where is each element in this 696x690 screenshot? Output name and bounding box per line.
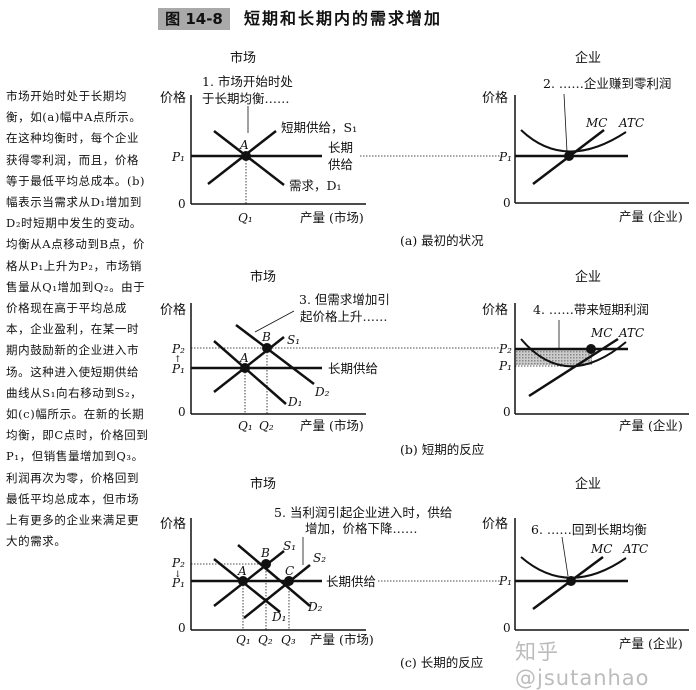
annotation-1: 1. 市场开始时处	[202, 74, 293, 89]
s2-label: S₂	[313, 551, 326, 565]
point-a-label: A	[239, 351, 249, 365]
q1-label: Q₁	[238, 419, 253, 433]
point-b-label: B	[260, 546, 270, 560]
annotation-3-cont: 起价格上升……	[300, 309, 388, 324]
p1-label: P₁	[498, 574, 512, 588]
d1-label: D₁	[287, 395, 302, 409]
panel-c-firm: 企业 价格 6. ……回到长期均衡 0 P₁ MC ATC 产量 (企业)	[482, 476, 689, 651]
annotation-2: 2. ……企业赚到零利润	[543, 76, 671, 91]
firm-title: 企业	[575, 50, 601, 66]
explanation-paragraph: 市场开始时处于长期均衡，如(a)幅中A点所示。在这种均衡时，每个企业获得零利润，…	[6, 89, 149, 549]
p2-label: P₂	[171, 342, 185, 356]
quantity-axis-label: 产量 (企业)	[619, 418, 683, 433]
supply-s1	[213, 336, 285, 393]
s1-label: S₁	[283, 539, 296, 553]
figure-title: 短期和长期内的需求增加	[244, 9, 443, 28]
market-title: 市场	[250, 476, 276, 492]
market-title: 市场	[250, 269, 276, 285]
price-axis-label: 价格	[160, 302, 186, 318]
annotation-5: 5. 当利润引起企业进入时，供给	[274, 505, 452, 520]
panel-a-caption: (a) 最初的状况	[400, 233, 484, 248]
mc-label: MC	[590, 542, 612, 556]
panel-a-market: 市场 价格 1. 市场开始时处 于长期均衡…… 0 P₁ A 短期供给，S₁ 长…	[160, 50, 500, 225]
panel-c-caption: (c) 长期的反应	[400, 655, 483, 670]
origin-label: 0	[503, 621, 511, 635]
origin-label: 0	[503, 196, 511, 210]
d2-label: D₂	[314, 385, 330, 399]
mc-label: MC	[590, 326, 612, 340]
demand-d1	[213, 340, 287, 405]
q1-label: Q₁	[236, 633, 251, 647]
annotation-6: 6. ……回到长期均衡	[531, 522, 647, 537]
point-a-label: A	[239, 138, 249, 152]
panel-c-market: 市场 价格 5. 当利润引起企业进入时，供给 增加，价格下降…… 0 P₂ ↓ …	[160, 476, 500, 647]
panel-b-caption: (b) 短期的反应	[400, 442, 484, 457]
q3-label: Q₃	[281, 633, 296, 647]
quantity-axis-label: 产量 (市场)	[310, 632, 374, 647]
origin-label: 0	[503, 405, 511, 419]
short-supply-label: 短期供给，S₁	[281, 120, 357, 135]
d1-label: D₁	[271, 610, 286, 624]
price-axis-label: 价格	[482, 302, 508, 318]
long-supply-label: 长期	[328, 140, 353, 155]
long-supply-label-2: 供给	[328, 157, 353, 172]
s1-label: S₁	[287, 333, 300, 347]
quantity-axis-label: 产量 (企业)	[619, 636, 683, 651]
quantity-axis-label: 产量 (企业)	[619, 209, 683, 224]
p1-label: P₁	[171, 150, 185, 164]
atc-label: ATC	[618, 116, 644, 130]
q2-label: Q₂	[259, 419, 274, 433]
point-c-label: C	[285, 564, 294, 578]
p2-label: P₂	[498, 342, 512, 356]
annotation-3: 3. 但需求增加引	[299, 292, 390, 307]
figure-number: 图 14-8	[158, 8, 230, 30]
watermark: 知乎 @jsutanhao	[515, 640, 650, 690]
origin-label: 0	[178, 197, 186, 211]
point-a-label: A	[237, 564, 247, 578]
long-supply-label: 长期供给	[328, 361, 378, 376]
p2-label: P₂	[171, 556, 185, 570]
explanation-text: 市场开始时处于长期均衡，如(a)幅中A点所示。在这种均衡时，每个企业获得零利润，…	[6, 86, 150, 552]
market-title: 市场	[230, 50, 256, 66]
firm-title: 企业	[575, 269, 601, 285]
equilibrium-point-a	[241, 151, 251, 161]
mc-label: MC	[585, 116, 607, 130]
up-arrow-icon: ↑	[174, 355, 182, 365]
origin-label: 0	[178, 621, 186, 635]
demand-label: 需求，D₁	[289, 178, 342, 193]
point-b-label: B	[261, 330, 271, 344]
atc-label: ATC	[618, 326, 644, 340]
atc-label: ATC	[622, 542, 648, 556]
d2-label: D₂	[307, 600, 323, 614]
panel-a-firm: 企业 价格 2. ……企业赚到零利润 0 P₁ MC ATC 产量 (企业)	[482, 50, 689, 224]
price-axis-label: 价格	[482, 90, 508, 106]
long-supply-label: 长期供给	[326, 574, 376, 589]
quantity-axis-label: 产量 (市场)	[300, 418, 364, 433]
demand-d2	[235, 324, 315, 385]
atc-curve	[520, 129, 627, 153]
panel-b-firm: 企业 价格 4. ……带来短期利润 0 P₂ P₁ MC ATC 产量 (企业)	[482, 269, 689, 433]
p1-label: P₁	[498, 359, 512, 373]
firm-title: 企业	[575, 476, 601, 492]
q1-label: Q₁	[238, 211, 253, 225]
down-arrow-icon: ↓	[174, 570, 182, 580]
p1-label: P₁	[498, 150, 512, 164]
p1-label: P₁	[171, 362, 185, 376]
annotation-1-cont: 于长期均衡……	[202, 91, 290, 106]
annotation-5-cont: 增加，价格下降……	[305, 521, 418, 536]
price-axis-label: 价格	[160, 90, 186, 106]
q2-label: Q₂	[258, 633, 273, 647]
panel-b-market: 市场 价格 3. 但需求增加引 起价格上升…… 0 P₂ ↑ P₁ A B S₁…	[160, 269, 500, 433]
p1-label: P₁	[171, 576, 185, 590]
price-axis-label: 价格	[482, 516, 508, 532]
price-axis-label: 价格	[160, 516, 186, 532]
quantity-axis-label: 产量 (市场)	[300, 210, 364, 225]
annotation-4: 4. ……带来短期利润	[533, 302, 649, 317]
origin-label: 0	[178, 405, 186, 419]
